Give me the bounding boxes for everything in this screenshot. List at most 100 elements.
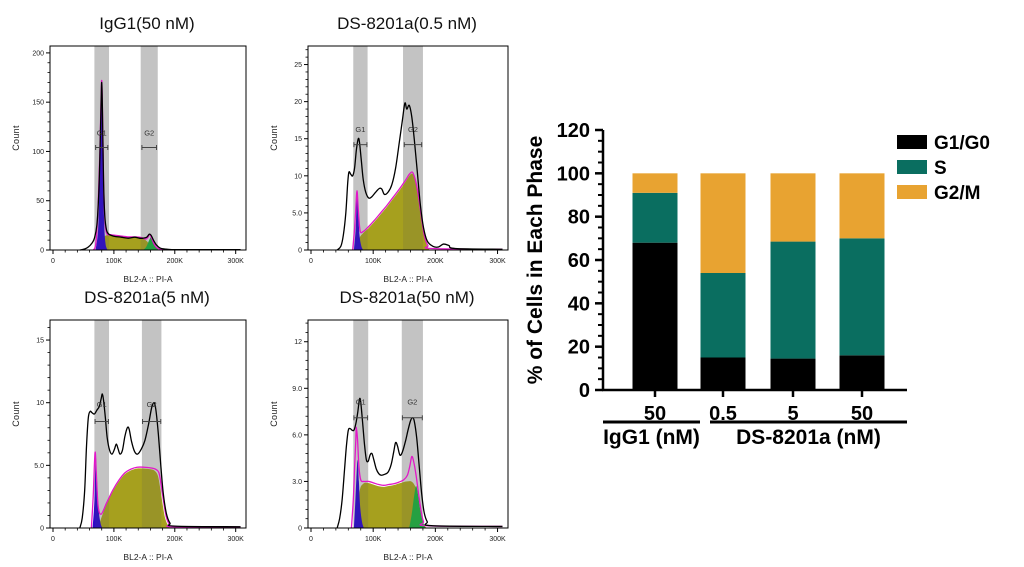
bar-chart-plot: 0 20 40 60 80 100 120 50 0.5 5 50 IgG1 (nM) DS-8201a… bbox=[520, 72, 1024, 477]
x-tick-label: 300K bbox=[228, 258, 245, 265]
x-tick-label: 100K bbox=[106, 536, 123, 543]
x-tick-label: 100K bbox=[365, 536, 382, 543]
bar-segment-g2m bbox=[632, 173, 678, 193]
y-tick-label: 0 bbox=[40, 526, 44, 533]
legend-swatch-g2m bbox=[897, 185, 927, 199]
x-axis-label: BL2-A :: PI-A bbox=[383, 552, 433, 562]
flow-histogram-plot: 0 100K 200K 300K 0 3.0 6.0 9.0 12 G1 G2 bbox=[262, 312, 522, 555]
gate-band-overlay bbox=[94, 320, 110, 528]
x-tick-label: 200K bbox=[167, 258, 184, 265]
x-axis-label: BL2-A :: PI-A bbox=[383, 274, 433, 284]
flow-histogram-plot: 0 100K 200K 300K 0 5.0 10 15 G1 G2 bbox=[4, 312, 260, 555]
gate-label-g1: G1 bbox=[97, 400, 107, 409]
x-tick-label: 0 bbox=[309, 258, 313, 265]
flow-panel-ds8201a-50nm: DS-8201a(50 nM) Count 0 100K 200K 300K 0 3.0 6… bbox=[262, 286, 522, 564]
bar-segment-s bbox=[700, 273, 746, 358]
x-tick-label: 0 bbox=[51, 536, 55, 543]
y-tick-label: 15 bbox=[294, 136, 302, 143]
y-tick-label: 10 bbox=[294, 173, 302, 180]
flow-histogram-plot: 0 100K 200K 300K 0 50 100 150 200 G1 G2 bbox=[4, 38, 260, 277]
x-axis-label: BL2-A :: PI-A bbox=[123, 274, 173, 284]
y-tick-label: 150 bbox=[32, 100, 44, 107]
gate-label-g1: G1 bbox=[355, 125, 365, 134]
curve-g2-phase-fill bbox=[409, 486, 426, 528]
y-tick-label: 25 bbox=[294, 62, 302, 69]
y-tick-label: 5.0 bbox=[34, 463, 44, 470]
y-tick-label: 120 bbox=[557, 120, 590, 142]
bar-segment-g1g0 bbox=[632, 242, 678, 390]
group-label: IgG1 (nM) bbox=[603, 426, 700, 449]
bar-segment-g2m bbox=[839, 173, 885, 239]
y-tick-label: 15 bbox=[36, 338, 44, 345]
bar-segment-g1g0 bbox=[770, 358, 816, 390]
category-label: 0.5 bbox=[709, 403, 737, 425]
curve-model-envelope bbox=[92, 79, 241, 251]
x-axis-label: BL2-A :: PI-A bbox=[123, 552, 173, 562]
gate-label-g2: G2 bbox=[147, 400, 157, 409]
panel-title: DS-8201a(0.5 nM) bbox=[337, 14, 477, 33]
y-tick-label: 80 bbox=[568, 207, 590, 229]
curve-model-envelope bbox=[90, 451, 241, 529]
gate-band-overlay bbox=[353, 320, 369, 528]
curve-total-events bbox=[79, 393, 241, 529]
x-tick-label: 300K bbox=[228, 536, 245, 543]
group-label: DS-8201a (nM) bbox=[736, 426, 881, 449]
y-tick-label: 200 bbox=[32, 50, 44, 57]
y-tick-label: 20 bbox=[568, 337, 590, 359]
gate-label-g1: G1 bbox=[356, 397, 366, 406]
curve-s-phase-fill bbox=[357, 173, 430, 250]
gate-label-g2: G2 bbox=[408, 125, 418, 134]
y-tick-label: 5.0 bbox=[292, 210, 302, 217]
flow-histogram-svg: 0 100K 200K 300K 0 50 100 150 200 G1 G2 bbox=[32, 45, 247, 265]
curve-s-phase-fill bbox=[98, 468, 171, 528]
gate-band-overlay bbox=[403, 46, 423, 250]
flow-panel-igg1-50nm: IgG1(50 nM) Count 0 100K 200K 300K 0 50 100 150… bbox=[4, 12, 260, 286]
bar-segment-s bbox=[632, 192, 678, 243]
x-tick-label: 300K bbox=[489, 536, 506, 543]
bar-segment-g2m bbox=[770, 173, 816, 242]
gate-label-g1: G1 bbox=[97, 129, 107, 138]
plot-border bbox=[307, 45, 509, 251]
bar-segment-g1g0 bbox=[839, 355, 885, 390]
legend-label: S bbox=[934, 158, 947, 179]
x-tick-label: 100K bbox=[106, 258, 123, 265]
plot-border bbox=[49, 45, 247, 251]
curve-total-events bbox=[336, 397, 503, 529]
gate-label-g2: G2 bbox=[144, 129, 154, 138]
y-tick-label: 0 bbox=[40, 248, 44, 255]
y-tick-label: 9.0 bbox=[292, 386, 302, 393]
curve-model-envelope bbox=[350, 426, 503, 529]
y-tick-label: 100 bbox=[557, 163, 590, 185]
panel-title: IgG1(50 nM) bbox=[99, 14, 195, 33]
flow-histogram-svg: 0 100K 200K 300K 0 5.0 10 15 20 25 G1 G2 bbox=[292, 45, 509, 265]
category-label: 50 bbox=[851, 403, 873, 425]
y-tick-label: 6.0 bbox=[292, 432, 302, 439]
legend-swatch-g1g0 bbox=[897, 135, 927, 149]
bar-segment-g2m bbox=[700, 173, 746, 273]
curve-s-phase-fill bbox=[357, 481, 427, 528]
x-tick-label: 200K bbox=[167, 536, 184, 543]
plot-border bbox=[49, 319, 247, 529]
y-tick-label: 50 bbox=[36, 198, 44, 205]
flow-histogram-plot: 0 100K 200K 300K 0 5.0 10 15 20 25 G1 G2 bbox=[262, 38, 522, 277]
y-tick-label: 0 bbox=[579, 380, 590, 402]
bar-segment-s bbox=[839, 238, 885, 356]
x-tick-label: 300K bbox=[489, 258, 506, 265]
panel-title: DS-8201a(5 nM) bbox=[84, 288, 210, 307]
legend-swatch-s bbox=[897, 160, 927, 174]
gate-band-overlay bbox=[141, 320, 162, 528]
y-tick-label: 3.0 bbox=[292, 479, 302, 486]
y-tick-label: 0 bbox=[298, 248, 302, 255]
flow-histogram-svg: 0 100K 200K 300K 0 3.0 6.0 9.0 12 G1 G2 bbox=[292, 319, 509, 543]
curve-g1-phase-fill bbox=[353, 459, 364, 528]
x-tick-label: 0 bbox=[309, 536, 313, 543]
curve-s-phase-fill bbox=[101, 234, 158, 250]
plot-border bbox=[307, 319, 509, 529]
y-tick-label: 40 bbox=[568, 293, 590, 315]
gate-band-g1 bbox=[94, 320, 110, 528]
x-tick-label: 200K bbox=[427, 258, 444, 265]
y-tick-label: 0 bbox=[298, 526, 302, 533]
category-label: 50 bbox=[644, 403, 666, 425]
y-tick-label: 12 bbox=[294, 339, 302, 346]
